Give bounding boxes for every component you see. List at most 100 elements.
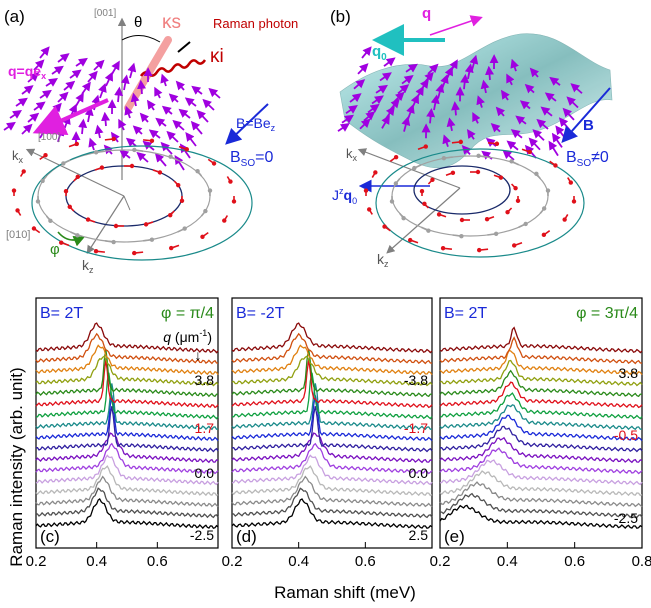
spin-arrow	[349, 93, 362, 103]
axis-010-direction	[123, 195, 131, 211]
k-spin-head	[31, 226, 37, 231]
outer-fermi-circle-a	[31, 145, 253, 261]
k-spin-head	[40, 178, 45, 184]
spectrum-curve	[231, 332, 433, 365]
spin-arrow	[15, 97, 28, 107]
spin-arrow	[481, 150, 493, 160]
spin-arrow	[446, 117, 456, 131]
spin-arrow	[148, 129, 161, 139]
curve-q-label: -3.8	[404, 372, 428, 388]
spectrum-curve	[231, 498, 433, 530]
spin-arrow	[3, 121, 16, 131]
spin-arrow	[114, 86, 124, 103]
k-spin-head	[441, 156, 447, 161]
spin-arrow	[337, 123, 350, 132]
k-spin-head	[513, 185, 518, 191]
spin-arrow	[81, 81, 91, 95]
q0-label: q0	[372, 43, 387, 63]
spin-arrow	[485, 65, 494, 81]
spin-arrow	[540, 106, 553, 117]
spin-arrow	[528, 137, 541, 151]
k-spin-head	[553, 163, 558, 168]
spectrum-curve	[231, 383, 433, 431]
spin-arrow	[357, 63, 369, 75]
spin-arrow	[21, 85, 34, 95]
spin-arrow	[166, 130, 179, 143]
spin-arrow	[472, 112, 481, 124]
x-axis-label: Raman shift (meV)	[274, 583, 416, 602]
spectrum-curve	[35, 332, 219, 365]
spin-arrow	[196, 109, 209, 123]
k-spin-head	[203, 208, 208, 214]
x-tick-label: 0.8	[632, 553, 651, 570]
spin-arrow	[442, 134, 451, 148]
panel-a: (a) [001] θ κs κi Raman photon q=qex B=B…	[3, 7, 298, 275]
q-vector-arrow	[32, 98, 109, 135]
spin-arrow	[558, 117, 571, 131]
kappa-i-label: κi	[210, 46, 224, 67]
k-spin-head	[527, 149, 532, 155]
k-spin-head	[67, 204, 72, 210]
spectrum-curve	[231, 406, 433, 453]
spin-arrow	[45, 77, 58, 87]
k-spin-head	[571, 199, 577, 204]
spin-arrow	[146, 99, 156, 111]
spectrum-curve	[231, 475, 433, 508]
spin-arrow	[460, 73, 470, 90]
spin-arrow	[63, 80, 76, 91]
spectra-panel-1: 0.2 0.4 0.6 B= 2T φ = π/4 q (μm-1) ↓ (c) 3.8 1.7 0…	[26, 297, 219, 570]
spectrum-curve	[439, 470, 643, 497]
k-spin-head	[515, 198, 521, 203]
spectrum-curve	[35, 442, 219, 475]
spin-arrow	[519, 100, 531, 110]
spin-arrow	[88, 137, 97, 151]
spectrum-curve	[35, 432, 219, 464]
spectrum-curve	[35, 487, 219, 519]
spin-wave-field-b	[337, 46, 583, 161]
spin-arrow	[532, 129, 545, 141]
k-spin-head	[149, 237, 155, 242]
spin-arrow	[93, 59, 105, 71]
spin-arrow	[111, 60, 120, 75]
k-spin-head	[184, 147, 189, 152]
spin-arrow	[185, 132, 197, 147]
spectrum-curve	[231, 348, 433, 398]
spin-arrow	[125, 137, 137, 147]
k-spin-head	[440, 246, 446, 251]
k-spin-head	[15, 208, 20, 213]
panel-b-label: (b)	[330, 7, 351, 26]
spin-arrow	[191, 85, 203, 95]
k-spin-head	[157, 170, 163, 175]
k-spin-head	[408, 237, 413, 243]
spectrum-curve	[35, 344, 219, 376]
x-tick-label: 0.2	[430, 553, 451, 570]
spin-arrow	[502, 149, 515, 161]
k-spin-head	[373, 170, 378, 175]
spin-arrow	[98, 83, 107, 99]
k-spin-head	[129, 163, 135, 169]
b-label-b: B	[583, 117, 594, 134]
spin-arrow	[495, 106, 506, 117]
spectrum-curve	[439, 459, 643, 486]
spin-arrow	[161, 105, 173, 115]
k-spin-head	[169, 245, 174, 251]
spin-arrow	[69, 69, 82, 79]
k-spin-head	[222, 218, 227, 223]
spin-arrow	[375, 84, 388, 94]
spin-arrow	[136, 151, 149, 163]
k-spin-head	[393, 154, 399, 160]
kx-axis	[25, 148, 125, 197]
spin-arrow	[94, 124, 104, 139]
curve-q-label: -0.5	[614, 427, 638, 443]
spectra-panel-2: 0.2 0.4 0.6 B= -2T (d) -3.8 -1.7 0.0 2.5	[222, 297, 433, 570]
panel-letter: (c)	[40, 527, 60, 546]
spin-arrow	[9, 109, 22, 119]
x-tick-label: 0.2	[222, 553, 243, 570]
spectrum-curve	[231, 454, 433, 486]
spin-arrow	[120, 74, 130, 91]
spin-arrow	[383, 57, 396, 67]
k-spin-head	[498, 175, 504, 180]
spectrum-curve	[35, 383, 219, 431]
spectrum-curve	[439, 414, 643, 442]
k-spin-head	[132, 250, 137, 256]
